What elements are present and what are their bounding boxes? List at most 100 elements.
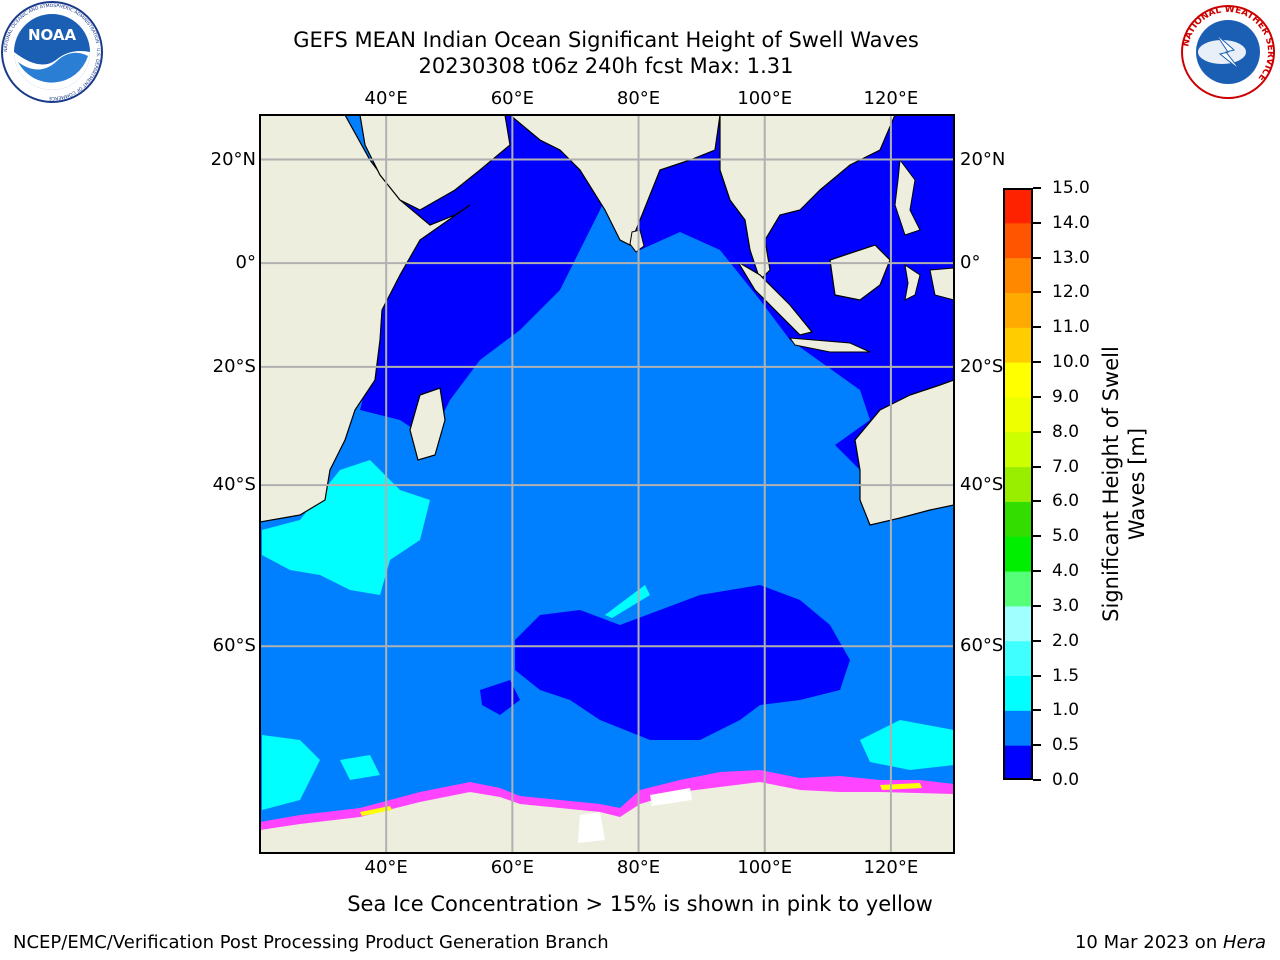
colorbar-tick-mark	[1033, 465, 1041, 468]
lat-tick-label-right: 20°N	[960, 148, 1006, 170]
colorbar-tick-label: 1.5	[1052, 665, 1080, 686]
lon-tick-label-bottom: 120°E	[863, 857, 919, 878]
colorbar-tick-mark	[1033, 535, 1041, 538]
colorbar-segment	[1003, 292, 1033, 328]
colorbar-tick-label: 7.0	[1052, 456, 1080, 477]
lat-tick-label-right: 40°S	[960, 474, 1004, 496]
philippines	[894, 158, 921, 236]
lat-tick-label-left: 40°S	[212, 474, 256, 496]
colorbar-tick-label: 12.0	[1052, 282, 1090, 303]
colorbar-label-line2: Waves [m]	[1125, 427, 1149, 541]
colorbar-tick-mark	[1033, 326, 1041, 329]
lat-tick-label-left: 60°S	[212, 635, 256, 657]
colorbar-segment	[1003, 536, 1033, 572]
lat-tick-label-right: 20°S	[960, 355, 1004, 377]
colorbar-segment	[1003, 257, 1033, 293]
colorbar-segment	[1003, 466, 1033, 502]
colorbar-tick-label: 3.0	[1052, 595, 1080, 616]
map-subtitle: 20230308 t06z 240h fcst Max: 1.31	[418, 54, 794, 78]
nws-logo: NATIONAL WEATHER SERVICE	[1181, 5, 1275, 99]
lon-tick-label-bottom: 80°E	[616, 857, 661, 878]
java	[788, 337, 871, 353]
colorbar-segment	[1003, 571, 1033, 607]
colorbar-segment	[1003, 501, 1033, 537]
colorbar-tick-label: 9.0	[1052, 386, 1080, 407]
australia	[854, 379, 954, 526]
colorbar-border	[1003, 188, 1033, 780]
colorbar-tick-label: 2.0	[1052, 630, 1080, 651]
colorbar-tick-mark	[1033, 256, 1041, 259]
colorbar-tick-label: 15.0	[1052, 178, 1090, 198]
sea-ice-yellow	[360, 806, 392, 816]
colorbar-segment	[1003, 396, 1033, 433]
colorbar-tick-label: 1.0	[1052, 700, 1080, 721]
madagascar	[409, 387, 446, 461]
lon-tick-label-bottom: 100°E	[737, 857, 793, 878]
colorbar-tick-mark	[1033, 187, 1041, 189]
colorbar-tick-mark	[1033, 361, 1041, 364]
colorbar	[1003, 188, 1033, 780]
colorbar-tick-label: 13.0	[1052, 247, 1090, 268]
credit-text: NCEP/EMC/Verification Post Processing Pr…	[13, 932, 609, 953]
sea-ice-white	[650, 788, 692, 806]
borneo	[829, 244, 891, 301]
map-border	[259, 114, 955, 854]
lon-tick-label-top: 100°E	[737, 88, 793, 109]
swell-cyan-sw-low	[262, 735, 320, 810]
colorbar-segment	[1003, 188, 1033, 224]
sea-ice-note: Sea Ice Concentration > 15% is shown in …	[347, 892, 933, 916]
colorbar-tick-mark	[1033, 291, 1041, 294]
sea-ice	[260, 770, 954, 830]
colorbar-label: Significant Height of Swell Waves [m]	[1098, 304, 1158, 664]
map-grid	[260, 115, 954, 853]
sea-ice-white	[578, 812, 605, 843]
lat-tick-label-left: 20°S	[212, 355, 256, 377]
low-swell-south	[515, 585, 850, 740]
colorbar-tick-mark	[1033, 430, 1041, 433]
colorbar-tick-mark	[1033, 500, 1041, 503]
lat-tick-label-left: 20°N	[210, 148, 256, 170]
map-title: GEFS MEAN Indian Ocean Significant Heigh…	[293, 28, 919, 52]
colorbar-segment	[1003, 362, 1033, 398]
colorbar-segment	[1003, 640, 1033, 677]
colorbar-tick-label: 0.5	[1052, 735, 1080, 756]
colorbar-tick-label: 10.0	[1052, 352, 1090, 373]
swell-cyan-se	[860, 720, 954, 770]
colorbar-tick-mark	[1033, 744, 1041, 747]
machine-name: Hera	[1222, 932, 1266, 953]
swell-cyan-patch	[340, 755, 380, 780]
date-stamp: 10 Mar 2023 on Hera	[1075, 932, 1266, 954]
swell-cyan-sw	[262, 460, 430, 595]
lon-tick-label-top: 80°E	[616, 88, 661, 109]
colorbar-tick-label: 6.0	[1052, 491, 1080, 512]
colorbar-tick-mark	[1033, 570, 1041, 573]
lon-tick-label-top: 60°E	[490, 88, 534, 109]
colorbar-segment	[1003, 222, 1033, 259]
low-swell-patch	[480, 680, 520, 715]
lon-tick-label-top: 40°E	[364, 88, 408, 109]
colorbar-tick-label: 0.0	[1052, 770, 1080, 790]
colorbar-tick-label: 11.0	[1052, 317, 1090, 338]
lon-tick-label-bottom: 60°E	[490, 857, 534, 878]
lat-tick-label-right: 0°	[960, 252, 981, 274]
colorbar-segment	[1003, 710, 1033, 746]
new-guinea	[929, 267, 954, 301]
noaa-logo-text: NOAA	[28, 26, 77, 44]
lat-tick-label-left: 0°	[235, 252, 256, 274]
colorbar-tick-mark	[1033, 639, 1041, 642]
colorbar-label-line1: Significant Height of Swell	[1099, 346, 1123, 622]
noaa-logo: NOAA NATIONAL OCEANIC AND ATMOSPHERIC AD…	[1, 1, 103, 103]
colorbar-tick-label: 14.0	[1052, 212, 1090, 233]
date-text: 10 Mar 2023 on	[1074, 932, 1223, 953]
colorbar-tick-label: 8.0	[1052, 421, 1080, 442]
colorbar-segment	[1003, 431, 1033, 468]
lat-tick-label-right: 60°S	[960, 635, 1004, 657]
colorbar-segment	[1003, 605, 1033, 642]
sulawesi	[904, 263, 921, 301]
colorbar-segment	[1003, 327, 1033, 363]
colorbar-segment	[1003, 745, 1033, 780]
colorbar-tick-mark	[1033, 709, 1041, 712]
colorbar-tick-label: 4.0	[1052, 561, 1080, 582]
colorbar-tick-mark	[1033, 674, 1041, 677]
